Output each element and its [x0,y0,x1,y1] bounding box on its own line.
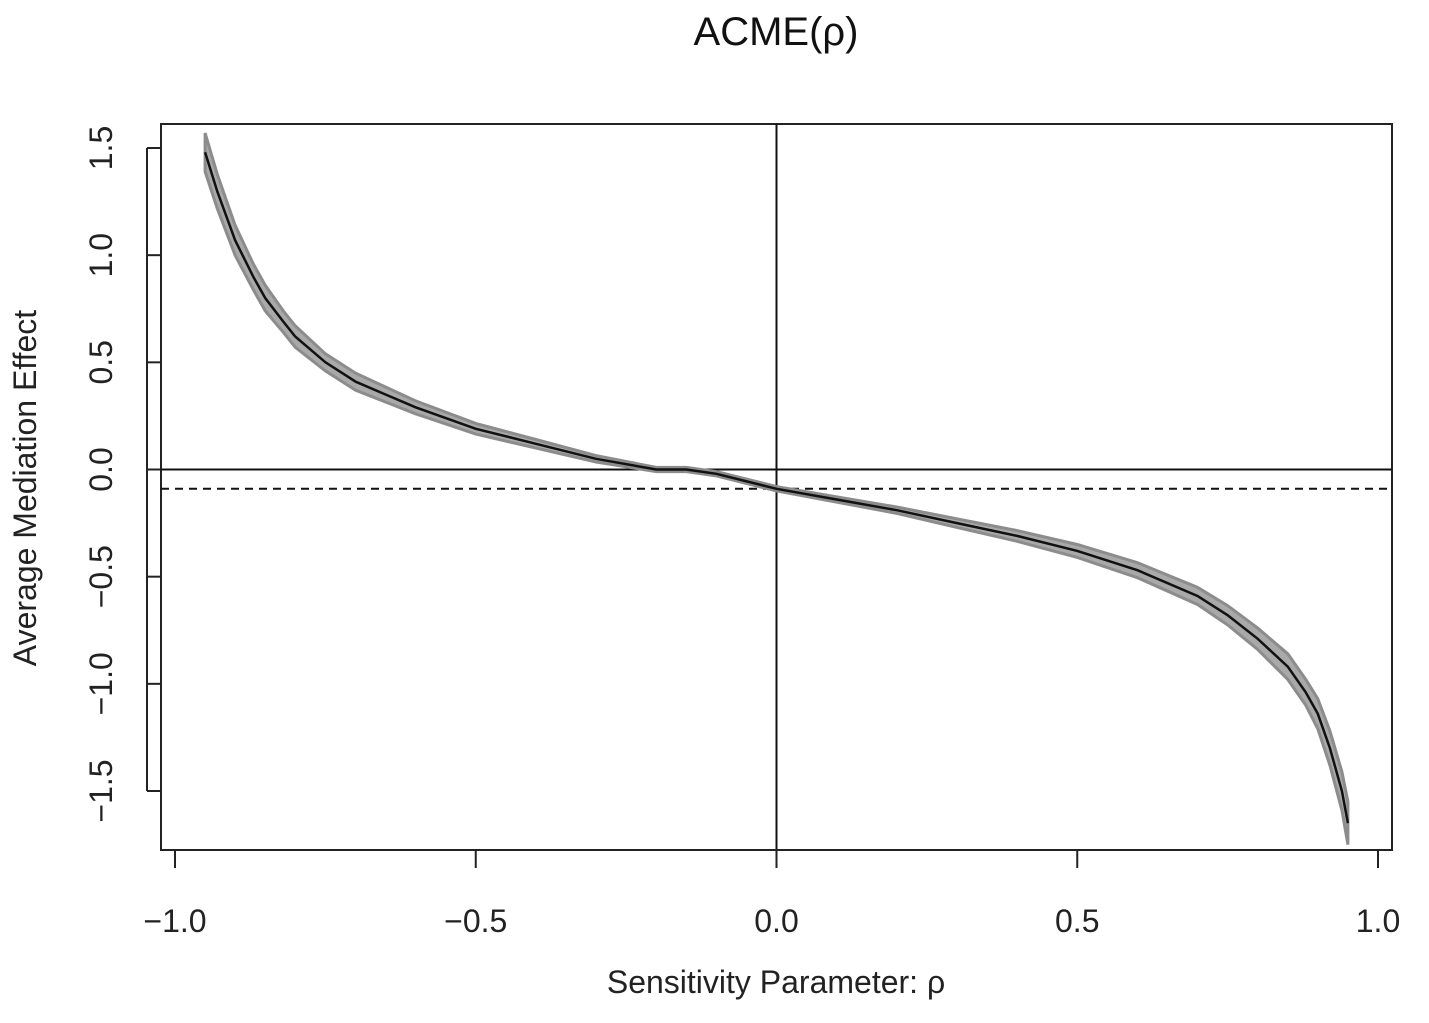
y-tick-label: −1.0 [83,652,119,715]
y-tick-label: 1.5 [83,126,119,170]
x-axis: −1.0 −0.5 0.0 0.5 1.0 [143,849,1400,939]
x-tick-label: −0.5 [444,903,507,939]
y-axis: −1.5 −1.0 −0.5 0.0 0.5 1.0 1.5 [83,126,161,823]
chart-title: ACME(ρ) [694,10,859,54]
y-tick-label: 0.5 [83,340,119,384]
y-tick-label: −1.5 [83,759,119,822]
y-tick-label: 0.0 [83,447,119,491]
x-axis-label: Sensitivity Parameter: ρ [607,964,945,1000]
x-tick-label: 0.5 [1055,903,1099,939]
y-tick-label: 1.0 [83,233,119,277]
x-tick-label: 0.0 [754,903,798,939]
acme-line [203,151,1350,824]
x-tick-label: −1.0 [143,903,206,939]
y-tick-label: −0.5 [83,545,119,608]
x-tick-label: 1.0 [1356,903,1400,939]
acme-series [203,151,1350,824]
y-axis-label: Average Mediation Effect [7,310,43,666]
